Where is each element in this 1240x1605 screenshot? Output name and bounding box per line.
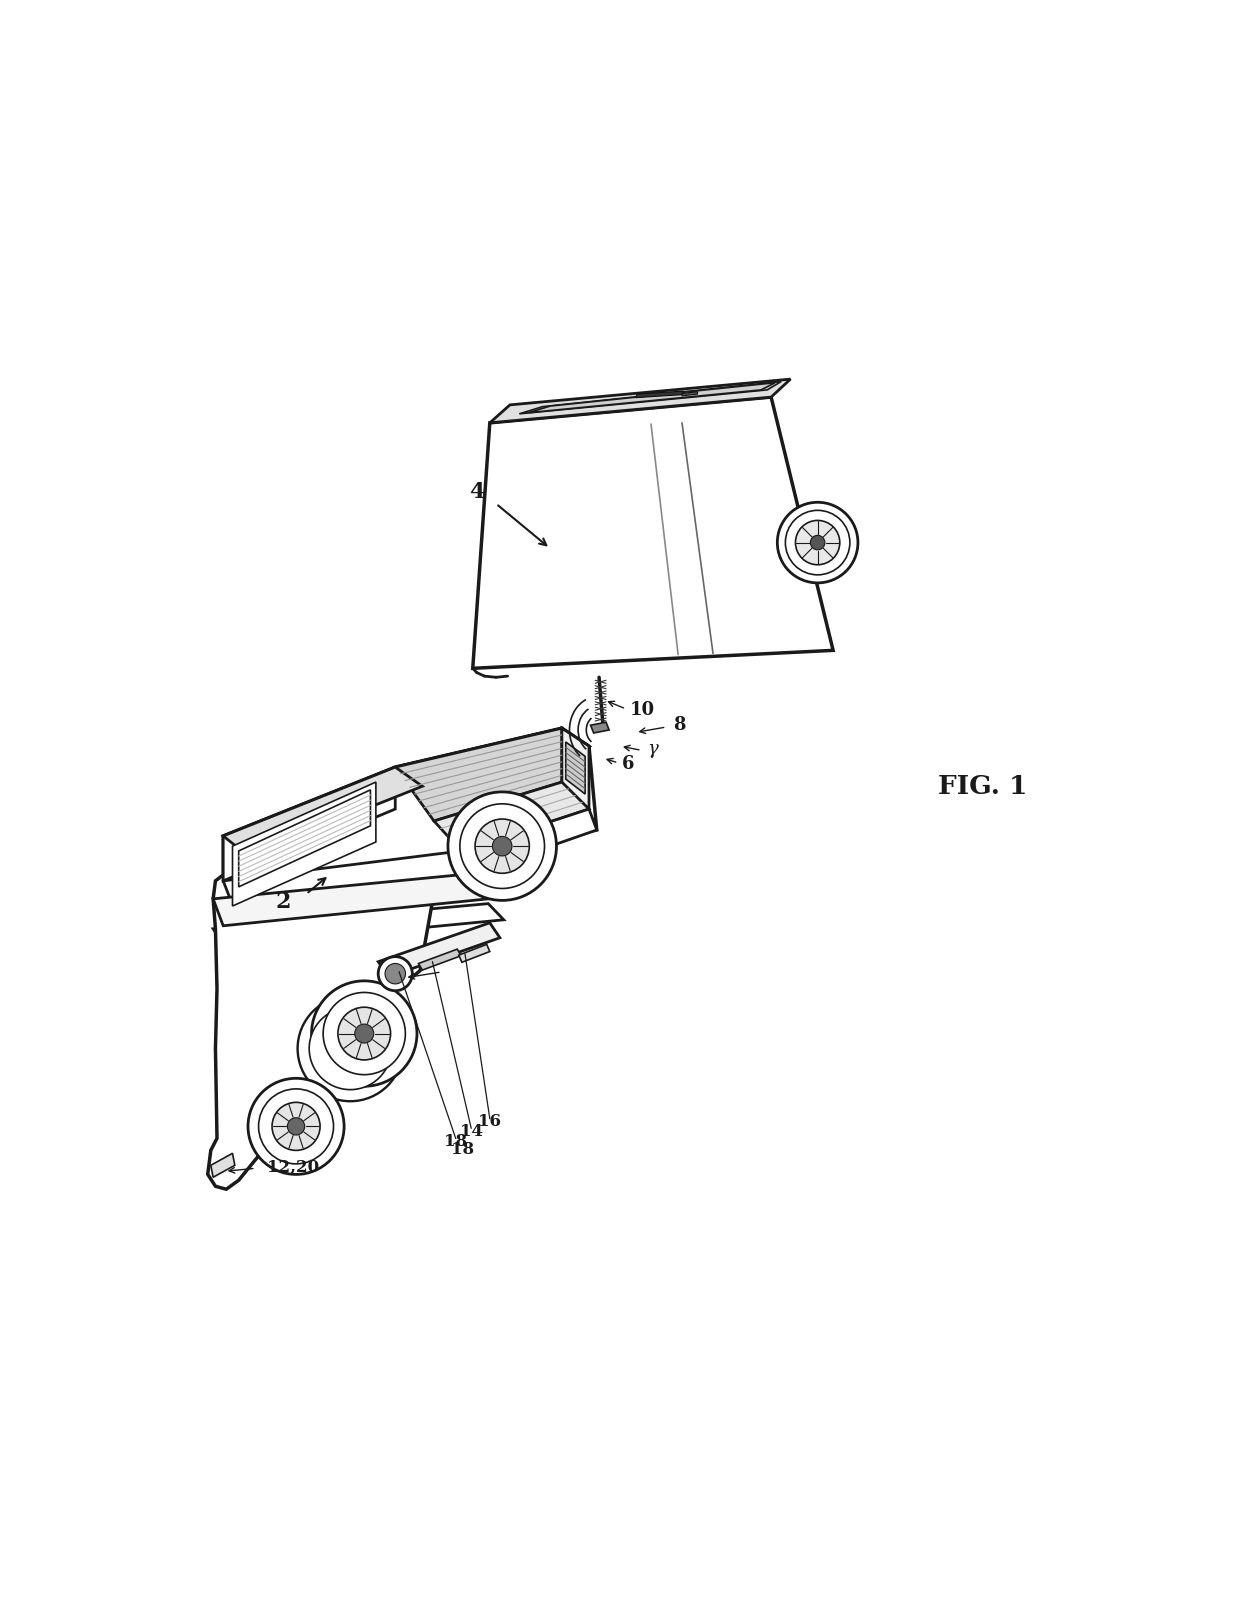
Polygon shape <box>459 944 490 963</box>
Circle shape <box>492 836 512 855</box>
Text: 18: 18 <box>444 1133 467 1149</box>
Circle shape <box>475 819 529 873</box>
Circle shape <box>378 957 412 990</box>
Polygon shape <box>223 851 471 905</box>
Polygon shape <box>528 382 775 412</box>
Circle shape <box>337 1008 391 1059</box>
Text: γ: γ <box>647 740 658 758</box>
Circle shape <box>259 1088 334 1164</box>
Polygon shape <box>396 729 562 822</box>
Polygon shape <box>207 729 596 1189</box>
Polygon shape <box>565 742 585 794</box>
Text: 8: 8 <box>672 716 686 733</box>
Text: 16: 16 <box>479 1114 501 1130</box>
Polygon shape <box>490 379 791 422</box>
Circle shape <box>460 804 544 889</box>
Polygon shape <box>223 767 423 855</box>
Circle shape <box>309 1008 392 1090</box>
Polygon shape <box>635 392 683 398</box>
Polygon shape <box>378 923 500 977</box>
Text: 10: 10 <box>629 701 655 719</box>
Circle shape <box>324 992 405 1075</box>
Circle shape <box>777 502 858 583</box>
Circle shape <box>355 1024 373 1043</box>
Circle shape <box>288 1117 305 1135</box>
Circle shape <box>311 981 417 1087</box>
Text: 12,20: 12,20 <box>267 1159 319 1175</box>
Circle shape <box>298 995 403 1101</box>
Polygon shape <box>211 1154 234 1176</box>
Polygon shape <box>434 782 589 851</box>
Circle shape <box>248 1079 343 1175</box>
Circle shape <box>811 536 825 551</box>
Polygon shape <box>461 809 596 873</box>
Text: 18: 18 <box>451 1141 474 1157</box>
Circle shape <box>785 510 849 575</box>
Polygon shape <box>682 392 697 396</box>
Polygon shape <box>562 729 589 809</box>
Polygon shape <box>213 873 489 926</box>
Text: 6: 6 <box>622 754 635 774</box>
Text: FIG. 1: FIG. 1 <box>937 774 1028 799</box>
Text: 4: 4 <box>469 480 485 502</box>
Text: 2: 2 <box>275 891 290 913</box>
Polygon shape <box>233 782 376 907</box>
Polygon shape <box>213 904 503 947</box>
Polygon shape <box>419 949 461 969</box>
Polygon shape <box>396 729 589 786</box>
Polygon shape <box>520 382 781 414</box>
Polygon shape <box>590 722 609 733</box>
Circle shape <box>272 1103 320 1151</box>
Circle shape <box>448 791 557 900</box>
Polygon shape <box>223 767 396 881</box>
Polygon shape <box>238 790 371 888</box>
Text: 14: 14 <box>460 1122 482 1140</box>
Polygon shape <box>472 396 833 668</box>
Circle shape <box>796 520 839 565</box>
Circle shape <box>384 963 405 984</box>
